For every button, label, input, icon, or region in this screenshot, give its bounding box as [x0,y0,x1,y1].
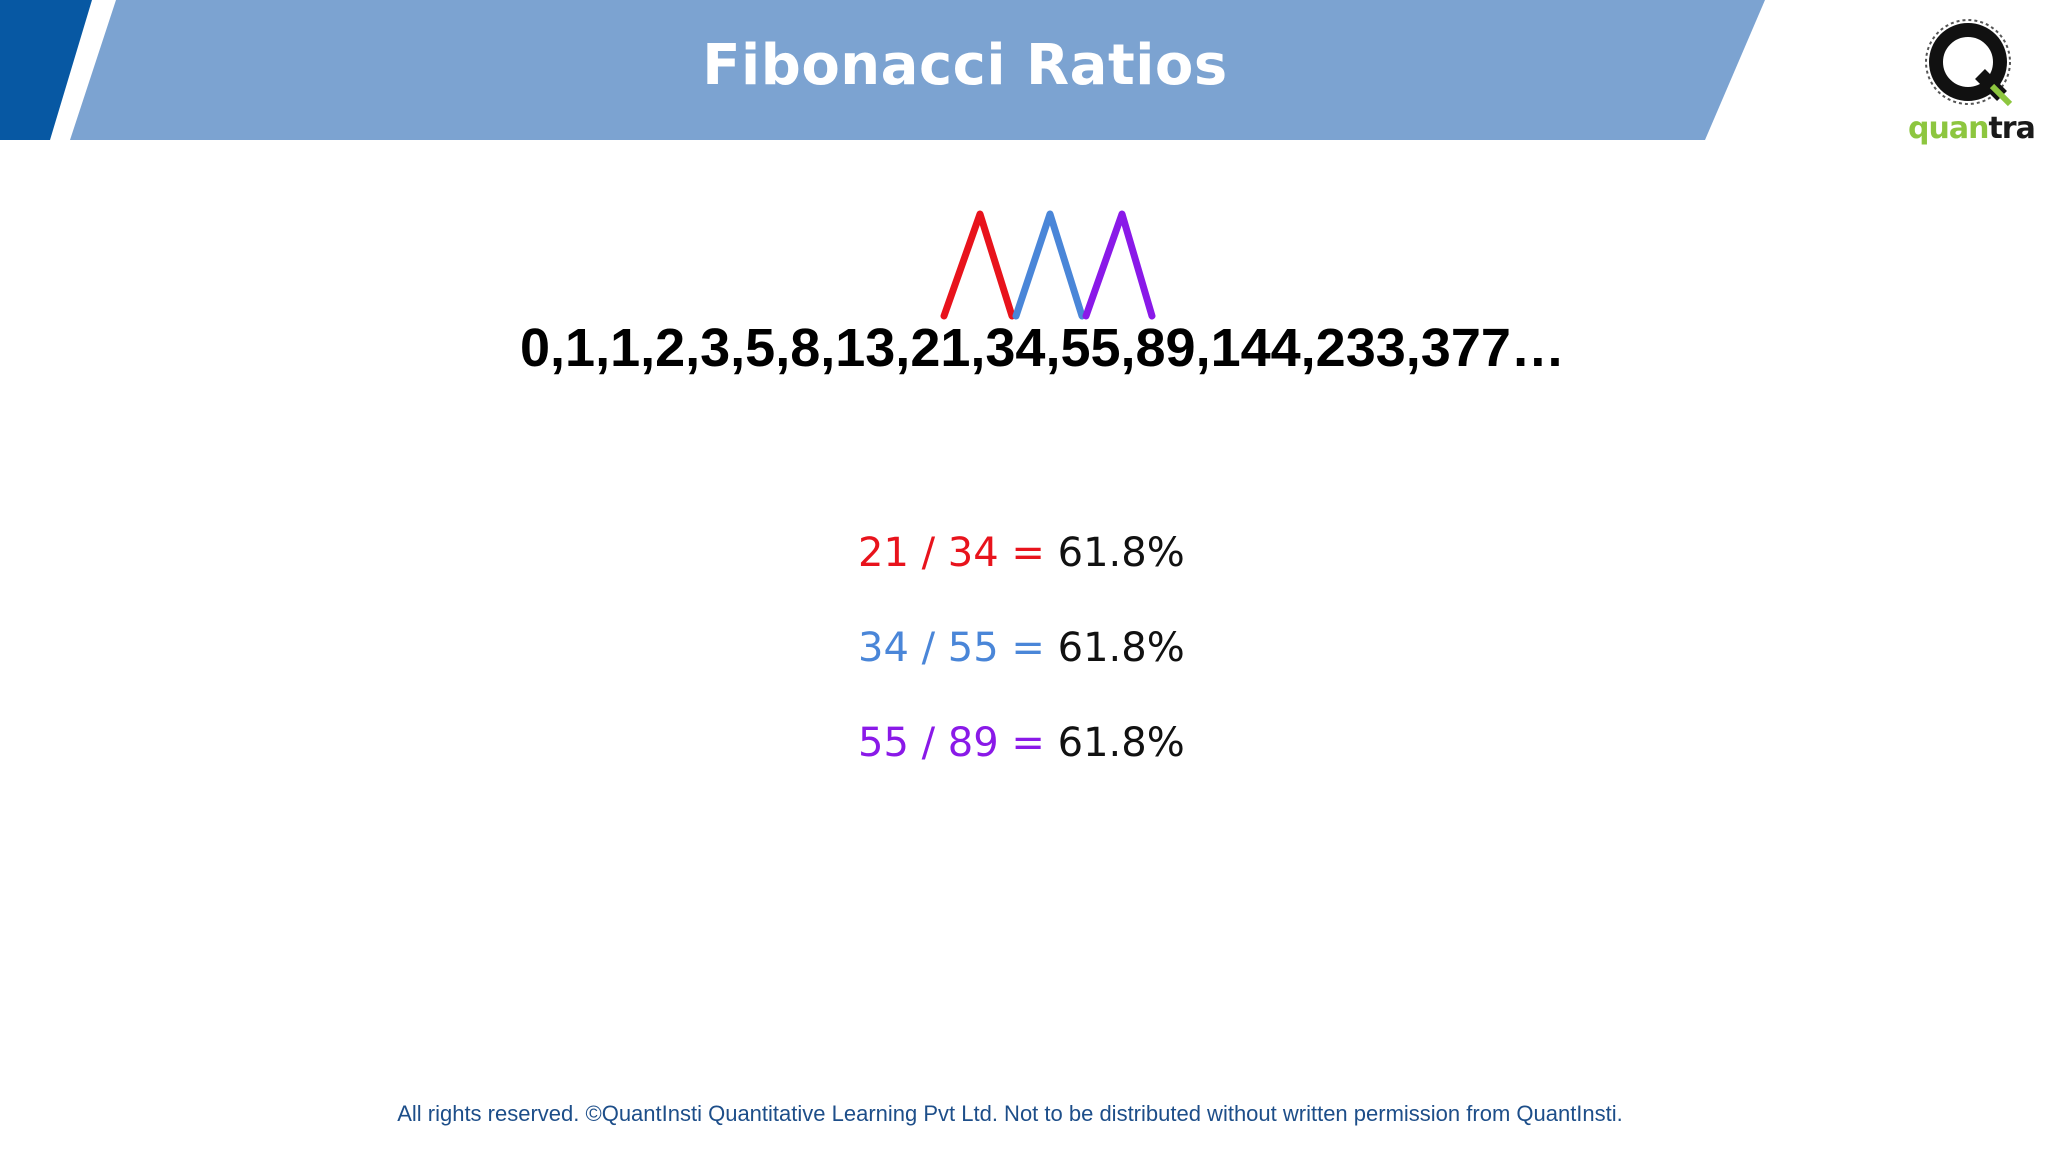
ratio-row: 21 / 34 = 61.8% [858,520,1258,615]
quantra-wordmark: quantra [1908,111,2036,146]
quantra-q-logo-icon [1925,19,2013,107]
ratio-result: 61.8% [1057,720,1185,766]
ratio-expression: 34 / 55 = [858,625,1045,671]
ratio-expression: 55 / 89 = [858,720,1045,766]
ratio-row: 55 / 89 = 61.8% [858,710,1258,805]
peak-blue [1012,210,1086,320]
slide-title: Fibonacci Ratios [702,33,1228,98]
fibonacci-sequence: 0,1,1,2,3,5,8,13,21,34,55,89,144,233,377… [520,318,1565,378]
quantra-logo: quantra [1900,14,2040,146]
header-banner [0,0,1780,140]
ratio-row: 34 / 55 = 61.8% [858,615,1258,710]
peak-purple [1082,210,1156,320]
copyright-footer: All rights reserved. ©QuantInsti Quantit… [397,1101,1623,1126]
ratio-result: 61.8% [1057,625,1185,671]
peak-red [940,210,1016,320]
ratio-peaks-diagram [940,210,1156,320]
ratio-list: 21 / 34 = 61.8% 34 / 55 = 61.8% 55 / 89 … [858,520,1258,805]
ratio-result: 61.8% [1057,530,1185,576]
ratio-expression: 21 / 34 = [858,530,1045,576]
